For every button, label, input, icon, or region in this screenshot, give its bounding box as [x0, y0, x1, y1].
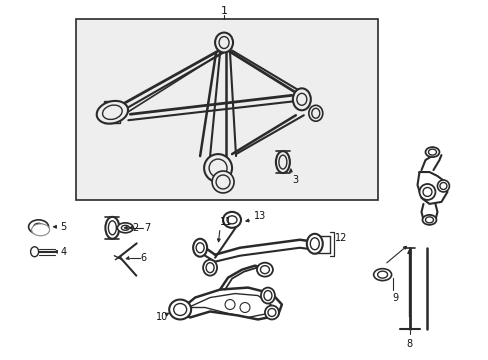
Bar [76, 19, 377, 200]
Ellipse shape [425, 147, 439, 157]
Ellipse shape [215, 32, 233, 53]
Text: 1: 1 [220, 6, 227, 15]
Circle shape [224, 300, 235, 310]
Ellipse shape [223, 212, 241, 228]
Ellipse shape [117, 223, 133, 233]
Ellipse shape [203, 154, 232, 182]
Ellipse shape [425, 217, 432, 223]
Ellipse shape [292, 88, 310, 110]
Text: 9: 9 [392, 293, 398, 302]
Text: 7: 7 [144, 223, 150, 233]
Text: 8: 8 [406, 339, 412, 349]
Ellipse shape [278, 155, 286, 169]
Ellipse shape [310, 238, 319, 250]
Ellipse shape [264, 306, 278, 319]
Text: 12: 12 [334, 233, 346, 243]
Ellipse shape [275, 151, 289, 173]
Ellipse shape [205, 263, 214, 273]
Ellipse shape [256, 263, 272, 276]
Text: 10: 10 [156, 312, 168, 323]
Ellipse shape [219, 37, 228, 49]
Ellipse shape [32, 224, 49, 236]
Ellipse shape [437, 180, 448, 192]
Ellipse shape [422, 188, 431, 197]
Circle shape [240, 302, 249, 312]
Ellipse shape [296, 93, 306, 105]
Ellipse shape [427, 149, 436, 155]
Bar [104, 101, 120, 123]
Ellipse shape [193, 239, 207, 257]
Ellipse shape [377, 271, 387, 278]
Ellipse shape [121, 225, 129, 230]
Text: 3: 3 [291, 175, 297, 185]
Text: 5: 5 [61, 222, 67, 232]
Ellipse shape [105, 217, 119, 239]
Ellipse shape [216, 175, 229, 189]
Ellipse shape [169, 300, 191, 319]
Text: 2: 2 [132, 223, 138, 233]
Text: 4: 4 [61, 247, 66, 257]
Ellipse shape [439, 183, 446, 189]
Text: 6: 6 [140, 253, 146, 263]
Ellipse shape [311, 108, 319, 118]
Ellipse shape [264, 291, 271, 301]
Ellipse shape [173, 303, 186, 315]
Text: 13: 13 [253, 211, 265, 221]
Ellipse shape [108, 221, 116, 235]
Text: 11: 11 [220, 217, 232, 227]
Ellipse shape [212, 171, 234, 193]
Ellipse shape [267, 309, 275, 316]
Ellipse shape [261, 288, 274, 303]
Ellipse shape [31, 247, 39, 257]
Ellipse shape [29, 220, 48, 234]
Ellipse shape [102, 105, 122, 120]
Ellipse shape [422, 215, 436, 225]
Ellipse shape [260, 266, 269, 274]
Ellipse shape [306, 234, 322, 254]
Ellipse shape [203, 260, 217, 276]
Ellipse shape [34, 223, 43, 230]
Ellipse shape [209, 159, 226, 177]
Ellipse shape [196, 243, 203, 253]
Ellipse shape [373, 269, 391, 280]
Ellipse shape [419, 184, 435, 200]
Ellipse shape [226, 216, 237, 224]
Ellipse shape [308, 105, 322, 121]
Ellipse shape [97, 101, 128, 123]
